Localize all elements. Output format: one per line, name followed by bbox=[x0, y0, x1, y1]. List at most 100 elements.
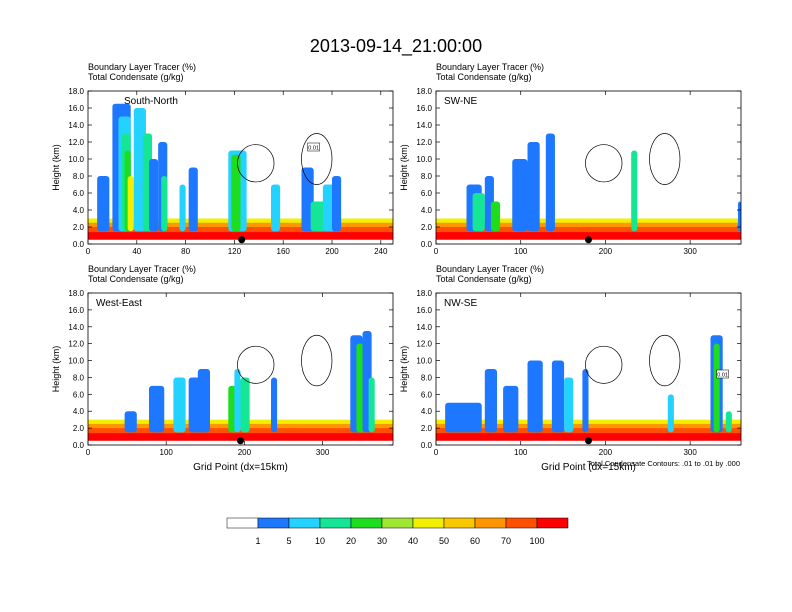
cloud-feature bbox=[445, 402, 482, 433]
cloud-feature bbox=[97, 176, 110, 232]
panel-nw-se: Boundary Layer Tracer (%)Total Condensat… bbox=[399, 264, 742, 473]
colorbar-label: 60 bbox=[470, 536, 480, 546]
cloud-feature bbox=[667, 394, 674, 433]
cloud-feature bbox=[197, 369, 210, 433]
x-axis-label: Grid Point (dx=15km) bbox=[541, 462, 636, 473]
condensate-contour bbox=[237, 144, 275, 183]
condensate-contour bbox=[237, 345, 275, 384]
tracer-field bbox=[88, 103, 393, 244]
cloud-feature bbox=[564, 377, 574, 433]
x-axis-label: Grid Point (dx=15km) bbox=[193, 462, 288, 473]
location-marker bbox=[585, 437, 592, 445]
colorbar-label: 5 bbox=[286, 536, 291, 546]
y-tick-label: 14.0 bbox=[416, 121, 432, 130]
y-tick-label: 4.0 bbox=[421, 407, 433, 416]
panel-header-tracer: Boundary Layer Tracer (%) bbox=[88, 264, 196, 274]
y-tick-label: 0.0 bbox=[421, 240, 433, 249]
y-axis-label: Height (km) bbox=[51, 144, 61, 191]
condensate-contour bbox=[301, 334, 333, 387]
panel-label: West-East bbox=[96, 298, 142, 309]
y-tick-label: 2.0 bbox=[73, 223, 85, 232]
x-tick-label: 80 bbox=[181, 247, 190, 256]
cloud-feature bbox=[545, 133, 555, 232]
contour-note: Total Condensate Contours: .01 to .01 by… bbox=[587, 459, 740, 468]
y-tick-label: 12.0 bbox=[68, 138, 84, 147]
colorbar-label: 10 bbox=[315, 536, 325, 546]
colorbar-swatch bbox=[350, 517, 383, 529]
condensate-contour bbox=[301, 133, 333, 185]
y-tick-label: 8.0 bbox=[421, 373, 433, 382]
cloud-feature bbox=[127, 176, 134, 232]
x-tick-label: 100 bbox=[160, 448, 174, 457]
y-tick-label: 2.0 bbox=[73, 424, 85, 433]
panel-header-condensate: Total Condensate (g/kg) bbox=[88, 72, 184, 82]
plot-frame bbox=[435, 90, 742, 245]
y-tick-label: 14.0 bbox=[416, 323, 432, 332]
cloud-feature bbox=[582, 369, 589, 433]
y-tick-label: 8.0 bbox=[73, 172, 85, 181]
y-tick-label: 18.0 bbox=[416, 87, 432, 96]
contour-label: 0.01 bbox=[717, 373, 728, 379]
cloud-feature bbox=[271, 377, 278, 433]
y-tick-label: 4.0 bbox=[73, 206, 85, 215]
location-marker bbox=[585, 236, 592, 244]
condensate-contour bbox=[649, 133, 681, 185]
x-tick-label: 160 bbox=[277, 247, 291, 256]
panel-header-condensate: Total Condensate (g/kg) bbox=[88, 274, 184, 284]
location-marker bbox=[237, 437, 244, 445]
y-tick-label: 2.0 bbox=[421, 223, 433, 232]
colorbar: 1 5 10 20 30 40 50 60 70 100 bbox=[226, 517, 569, 546]
panel-west-east: Boundary Layer Tracer (%)Total Condensat… bbox=[51, 264, 394, 473]
y-tick-label: 6.0 bbox=[73, 390, 85, 399]
y-tick-label: 12.0 bbox=[68, 340, 84, 349]
y-tick-label: 0.0 bbox=[73, 441, 85, 450]
colorbar-swatch bbox=[381, 517, 414, 529]
y-tick-label: 16.0 bbox=[416, 306, 432, 315]
x-tick-label: 0 bbox=[434, 448, 439, 457]
y-axis-label: Height (km) bbox=[399, 346, 409, 393]
colorbar-swatch bbox=[536, 517, 569, 529]
y-tick-label: 16.0 bbox=[68, 104, 84, 113]
x-tick-label: 100 bbox=[514, 247, 528, 256]
y-tick-label: 8.0 bbox=[421, 172, 433, 181]
colorbar-swatch bbox=[257, 517, 290, 529]
panel-label: South-North bbox=[124, 96, 178, 107]
x-tick-label: 100 bbox=[514, 448, 528, 457]
colorbar-swatch bbox=[443, 517, 476, 529]
y-tick-label: 14.0 bbox=[68, 323, 84, 332]
cloud-feature bbox=[631, 150, 638, 232]
colorbar-label: 20 bbox=[346, 536, 356, 546]
colorbar-swatch bbox=[226, 517, 259, 529]
x-tick-label: 200 bbox=[325, 247, 339, 256]
contour-label: 0.01 bbox=[308, 146, 319, 152]
panel-south-north: Boundary Layer Tracer (%)Total Condensat… bbox=[51, 62, 394, 256]
figure-title: 2013-09-14_21:00:00 bbox=[310, 36, 482, 57]
plot-frame bbox=[87, 292, 394, 446]
x-tick-label: 300 bbox=[683, 448, 697, 457]
condensate-contour bbox=[585, 144, 623, 183]
panel-header-tracer: Boundary Layer Tracer (%) bbox=[436, 62, 544, 72]
panel-sw-ne: Boundary Layer Tracer (%)Total Condensat… bbox=[399, 62, 742, 256]
colorbar-swatch bbox=[288, 517, 321, 529]
y-tick-label: 10.0 bbox=[416, 357, 432, 366]
cloud-feature bbox=[234, 369, 241, 433]
colorbar-label: 40 bbox=[408, 536, 418, 546]
y-tick-label: 0.0 bbox=[421, 441, 433, 450]
cloud-feature bbox=[472, 193, 485, 232]
y-tick-label: 16.0 bbox=[68, 306, 84, 315]
cloud-feature bbox=[490, 201, 501, 232]
cloud-feature bbox=[725, 411, 732, 433]
cloud-feature bbox=[332, 176, 342, 232]
y-tick-label: 10.0 bbox=[68, 357, 84, 366]
plot-frame bbox=[87, 90, 394, 245]
colorbar-label: 100 bbox=[529, 536, 544, 546]
colorbar-swatch bbox=[319, 517, 352, 529]
colorbar-label: 70 bbox=[501, 536, 511, 546]
panel-header-condensate: Total Condensate (g/kg) bbox=[436, 72, 532, 82]
y-tick-label: 4.0 bbox=[73, 407, 85, 416]
panel-label: NW-SE bbox=[444, 298, 477, 309]
colorbar-swatch bbox=[474, 517, 507, 529]
cloud-feature bbox=[713, 343, 720, 433]
panel-header-tracer: Boundary Layer Tracer (%) bbox=[88, 62, 196, 72]
y-tick-label: 12.0 bbox=[416, 340, 432, 349]
